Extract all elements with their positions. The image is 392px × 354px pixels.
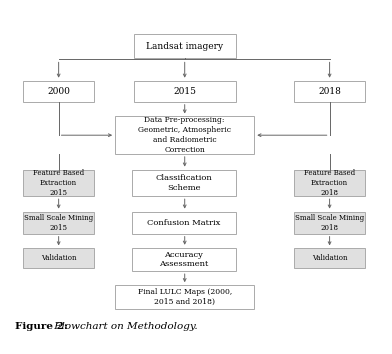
Text: Flowchart on Methodology.: Flowchart on Methodology. [51, 322, 198, 331]
Text: Feature Based
Extraction
2018: Feature Based Extraction 2018 [304, 169, 355, 197]
Text: Accuracy
Assessment: Accuracy Assessment [159, 251, 209, 268]
Text: Figure 2:: Figure 2: [15, 322, 68, 331]
Text: Small Scale Mining
2018: Small Scale Mining 2018 [295, 214, 364, 232]
Text: 2000: 2000 [47, 87, 70, 96]
FancyBboxPatch shape [132, 248, 236, 271]
Text: Final LULC Maps (2000,
2015 and 2018): Final LULC Maps (2000, 2015 and 2018) [138, 288, 232, 306]
Text: Validation: Validation [312, 254, 347, 262]
Text: Data Pre-processing:
Geometric, Atmospheric
and Radiometric
Correction: Data Pre-processing: Geometric, Atmosphe… [138, 116, 231, 154]
FancyBboxPatch shape [294, 170, 365, 196]
Text: 2018: 2018 [318, 87, 341, 96]
Text: Small Scale Mining
2015: Small Scale Mining 2015 [24, 214, 93, 232]
FancyBboxPatch shape [294, 81, 365, 102]
Text: Validation: Validation [41, 254, 76, 262]
FancyBboxPatch shape [115, 116, 254, 154]
FancyBboxPatch shape [134, 34, 236, 58]
Text: Confusion Matrix: Confusion Matrix [147, 219, 220, 227]
FancyBboxPatch shape [132, 212, 236, 234]
FancyBboxPatch shape [115, 285, 254, 309]
Text: Landsat imagery: Landsat imagery [146, 42, 223, 51]
FancyBboxPatch shape [23, 249, 94, 268]
Text: Classification
Scheme: Classification Scheme [155, 174, 212, 192]
FancyBboxPatch shape [23, 212, 94, 234]
FancyBboxPatch shape [294, 212, 365, 234]
FancyBboxPatch shape [23, 170, 94, 196]
FancyBboxPatch shape [294, 249, 365, 268]
FancyBboxPatch shape [134, 81, 236, 102]
FancyBboxPatch shape [23, 81, 94, 102]
FancyBboxPatch shape [132, 170, 236, 196]
Text: 2015: 2015 [173, 87, 196, 96]
Text: Feature Based
Extraction
2015: Feature Based Extraction 2015 [33, 169, 84, 197]
